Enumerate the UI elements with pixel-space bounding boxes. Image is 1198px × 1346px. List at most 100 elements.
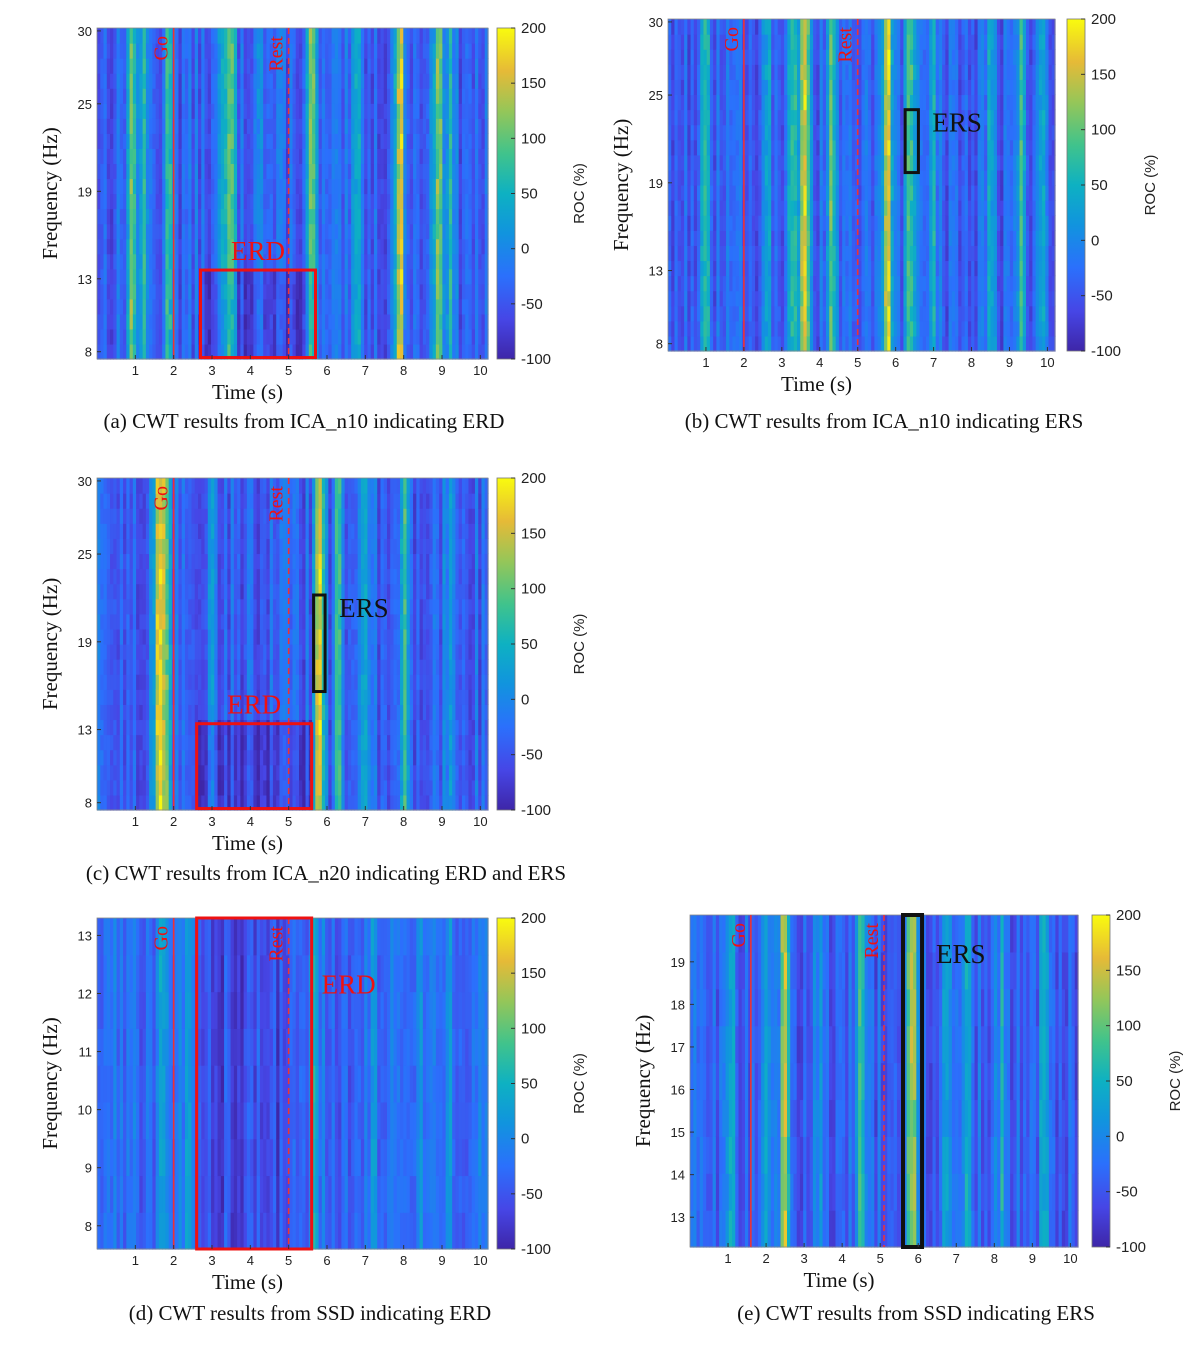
heatmap-cell [184, 208, 189, 225]
heatmap-cell [987, 49, 992, 65]
heatmap-cell [321, 238, 326, 255]
heatmap-cell [738, 305, 743, 322]
heatmap-cell [321, 103, 326, 119]
heatmap-cell [971, 109, 975, 126]
heatmap-cell [315, 28, 320, 44]
heatmap-cell [838, 215, 843, 231]
heatmap-cell [145, 178, 150, 195]
heatmap-cell [305, 178, 310, 195]
heatmap-cell [974, 290, 979, 307]
heatmap-cell [435, 148, 440, 165]
heatmap-cell [158, 163, 163, 180]
heatmap-cell [289, 343, 294, 360]
heatmap-cell [822, 64, 827, 80]
heatmap-cell [687, 290, 692, 307]
heatmap-cell [351, 58, 356, 74]
heatmap-cell [299, 238, 303, 255]
heatmap-cell [764, 215, 769, 231]
heatmap-cell [253, 253, 258, 270]
heatmap-cell [880, 200, 885, 216]
heatmap-cell [198, 118, 202, 134]
heatmap-cell [347, 238, 352, 255]
heatmap-cell [383, 103, 388, 119]
heatmap-cell [887, 124, 892, 141]
heatmap-cell [165, 343, 170, 360]
heatmap-cell [787, 79, 792, 96]
heatmap-cell [142, 328, 147, 345]
heatmap-cell [877, 245, 882, 262]
heatmap-cell [690, 215, 695, 231]
heatmap-cell [855, 260, 859, 277]
heatmap-cell [697, 154, 701, 171]
heatmap-cell [422, 163, 427, 180]
heatmap-cell [478, 193, 483, 210]
heatmap-cell [777, 49, 782, 65]
heatmap-cell [877, 335, 882, 352]
heatmap-cell [797, 154, 801, 171]
heatmap-cell [383, 133, 388, 149]
heatmap-cell [194, 103, 199, 119]
heatmap-cell [893, 275, 898, 292]
heatmap-cell [465, 163, 470, 180]
heatmap-cell [774, 154, 779, 171]
heatmap-cell [152, 343, 157, 360]
heatmap-cell [250, 178, 254, 195]
heatmap-cell [416, 163, 421, 180]
heatmap-cell [851, 320, 856, 337]
heatmap-cell [377, 163, 382, 180]
heatmap-cell [184, 223, 189, 240]
heatmap-cell [951, 34, 956, 50]
heatmap-cell [916, 200, 921, 216]
heatmap-cell [942, 79, 946, 96]
heatmap-cell [684, 64, 688, 80]
heatmap-cell [429, 238, 434, 255]
heatmap-cell [851, 64, 856, 80]
heatmap-cell [842, 64, 846, 80]
heatmap-cell [145, 328, 150, 345]
heatmap-cell [874, 215, 879, 231]
heatmap-cell [341, 253, 346, 270]
heatmap-cell [732, 49, 737, 65]
heatmap-cell [858, 305, 863, 322]
heatmap-cell [198, 238, 202, 255]
heatmap-cell [386, 43, 391, 59]
heatmap-cell [393, 343, 398, 360]
heatmap-cell [971, 245, 975, 262]
heatmap-cell [276, 103, 281, 119]
heatmap-cell [315, 58, 320, 74]
heatmap-cell [341, 178, 346, 195]
heatmap-cell [816, 79, 821, 96]
heatmap-cell [858, 19, 863, 35]
heatmap-cell [406, 73, 411, 89]
heatmap-cell [272, 238, 277, 255]
heatmap-cell [468, 58, 473, 74]
heatmap-cell [318, 28, 323, 44]
heatmap-cell [996, 64, 1001, 80]
heatmap-cell [377, 28, 382, 44]
heatmap-cell [884, 290, 888, 307]
heatmap-cell [246, 223, 251, 240]
heatmap-cell [272, 148, 277, 165]
heatmap-cell [471, 298, 476, 315]
heatmap-cell [732, 154, 737, 171]
heatmap-cell [341, 148, 346, 165]
heatmap-cell [295, 193, 300, 210]
heatmap-cell [224, 343, 228, 360]
heatmap-cell [158, 238, 163, 255]
heatmap-cell [748, 19, 753, 35]
heatmap-cell [687, 305, 692, 322]
heatmap-cell [913, 64, 917, 80]
heatmap-cell [845, 275, 850, 292]
heatmap-cell [806, 230, 811, 246]
heatmap-cell [373, 328, 378, 345]
heatmap-cell [932, 275, 937, 292]
heatmap-cell [162, 178, 167, 195]
heatmap-cell [256, 178, 261, 195]
heatmap-cell [455, 118, 460, 134]
heatmap-cell [990, 124, 995, 141]
heatmap-cell [178, 133, 183, 149]
heatmap-cell [103, 148, 108, 165]
heatmap-cell [955, 19, 959, 35]
heatmap-cell [97, 328, 101, 345]
heatmap-cell [142, 148, 147, 165]
